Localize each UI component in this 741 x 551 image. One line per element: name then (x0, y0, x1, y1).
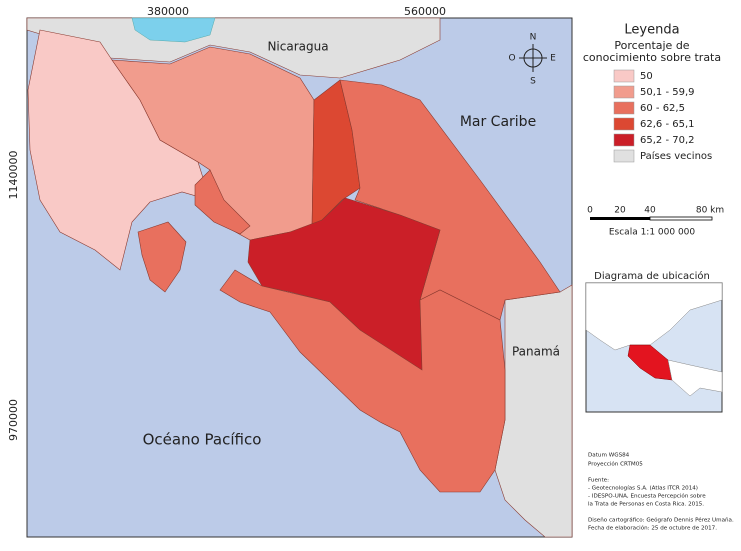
note: la Trata de Personas en Costa Rica. 2015… (588, 502, 704, 508)
inset-title: Diagrama de ubicación (594, 270, 710, 282)
legend-label: 50 (640, 71, 653, 82)
legend-title: Leyenda (624, 23, 679, 38)
grid-label: 1140000 (7, 151, 20, 200)
place-label: Nicaragua (267, 40, 328, 54)
compass-label: O (508, 54, 515, 64)
legend-swatch (613, 101, 635, 115)
scale-segment (590, 217, 650, 220)
place-label: Mar Caribe (460, 114, 536, 130)
legend-label: 50,1 - 59,9 (640, 87, 695, 98)
note: Diseño cartográfico: Geógrafo Dennis Pér… (588, 517, 734, 524)
legend-label: 65,2 - 70,2 (640, 135, 695, 146)
legend-swatch (613, 85, 635, 99)
place-label: Panamá (512, 345, 560, 359)
legend-subtitle: Porcentaje de (614, 39, 689, 52)
scale-bar: 0 20 40 80 km Escala 1:1 000 000 (587, 206, 724, 238)
compass: N S E O (508, 33, 556, 87)
note: Fecha de elaboración: 25 de octubre de 2… (588, 525, 717, 532)
note: Proyección CRTM05 (588, 461, 643, 468)
legend-label: 60 - 62,5 (640, 103, 685, 114)
place-label: Océano Pacífico (143, 431, 262, 449)
grid-label: 380000 (147, 5, 189, 18)
compass-label: E (550, 54, 556, 64)
legend-swatch (613, 117, 635, 131)
grid-label: 970000 (7, 399, 20, 441)
notes: Datum WGS84 Proyección CRTM05 Fuente:- Geo… (588, 453, 734, 532)
legend-label: 62,6 - 65,1 (640, 119, 695, 130)
panama-area (494, 284, 573, 538)
note: Datum WGS84 (588, 453, 630, 459)
lake (131, 17, 216, 43)
scale-tick: 0 (587, 206, 593, 216)
region (137, 221, 187, 293)
inset-map (585, 282, 723, 413)
legend-swatch (613, 69, 635, 83)
compass-label: N (530, 33, 537, 43)
compass-label: S (530, 77, 536, 87)
legend-subtitle: conocimiento sobre trata (583, 51, 721, 64)
legend: 50 50,1 - 59,9 60 - 62,5 62,6 - 65,1 65,2 - … (613, 69, 712, 163)
legend-swatch (613, 133, 635, 147)
note: - Geotecnologías S.A. (Atlas ITCR 2014) (588, 485, 698, 492)
note: - IDESPO-UNA, Encuesta Percepción sobre (588, 493, 706, 500)
legend-label: Países vecinos (640, 150, 712, 162)
region (194, 169, 251, 235)
scale-caption: Escala 1:1 000 000 (609, 228, 696, 238)
grid-label: 560000 (404, 5, 446, 18)
scale-tick: 40 (644, 206, 656, 216)
region (219, 269, 506, 493)
scale-tick: 20 (614, 206, 626, 216)
legend-swatch (613, 149, 635, 163)
scale-segment (649, 216, 713, 221)
scale-tick: 80 km (696, 206, 724, 216)
note: Fuente: (588, 478, 609, 484)
